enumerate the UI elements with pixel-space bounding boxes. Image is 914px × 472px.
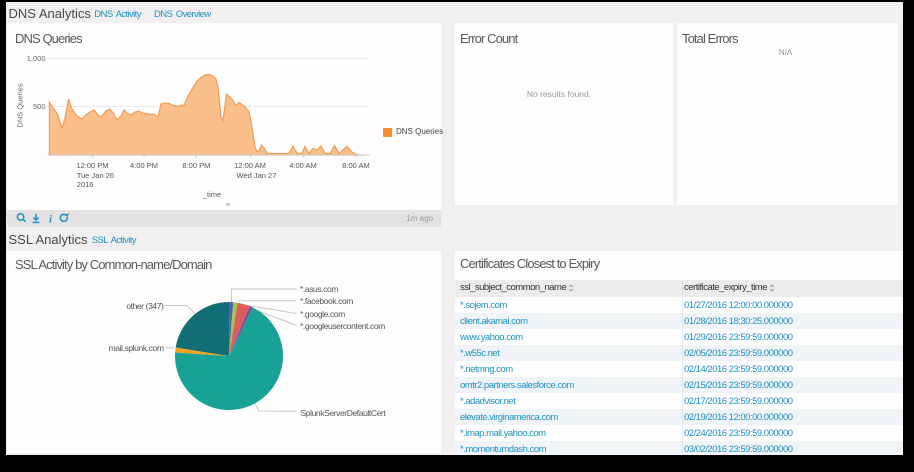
svg-text:i: i xyxy=(49,213,53,225)
